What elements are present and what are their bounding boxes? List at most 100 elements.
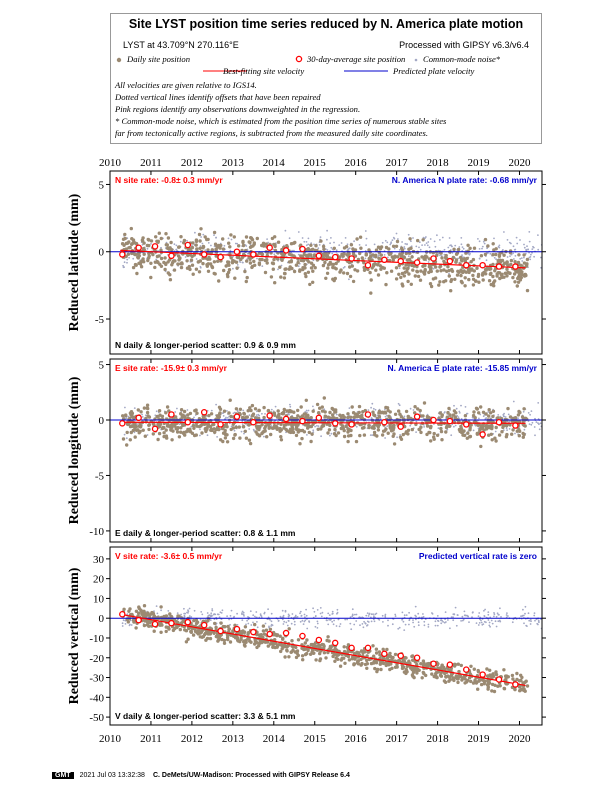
common-mode-point	[367, 615, 370, 617]
daily-point	[285, 645, 289, 649]
common-mode-point	[155, 410, 158, 413]
daily-point	[346, 415, 350, 420]
common-mode-point	[208, 614, 211, 617]
daily-point	[318, 651, 322, 656]
daily-point	[443, 671, 447, 676]
daily-point	[341, 426, 345, 430]
avg30-point	[364, 411, 372, 418]
legend-avg30-marker	[295, 55, 303, 63]
daily-point	[463, 276, 467, 280]
common-mode-point	[418, 241, 421, 244]
common-mode-point	[241, 610, 244, 613]
daily-point	[209, 412, 214, 416]
daily-point	[321, 423, 325, 427]
daily-point	[268, 627, 273, 631]
daily-point	[267, 426, 271, 430]
daily-point	[198, 631, 202, 635]
daily-point	[410, 255, 414, 259]
daily-point	[342, 246, 347, 250]
daily-point	[493, 436, 497, 440]
daily-point	[141, 246, 146, 251]
daily-point	[425, 424, 430, 428]
daily-point	[258, 639, 263, 644]
daily-point	[371, 410, 375, 414]
common-mode-point	[483, 609, 485, 612]
avg30-point	[446, 417, 454, 425]
daily-point	[282, 645, 286, 649]
common-mode-point	[478, 622, 481, 624]
common-mode-point	[332, 623, 335, 626]
daily-point	[407, 257, 412, 262]
daily-point	[359, 663, 363, 667]
daily-point	[428, 426, 433, 430]
daily-point	[410, 667, 414, 672]
daily-point	[479, 254, 484, 258]
daily-point	[166, 260, 170, 264]
daily-point	[183, 415, 187, 419]
daily-point	[222, 409, 227, 413]
common-mode-point	[234, 242, 237, 245]
daily-point	[427, 257, 432, 261]
common-mode-point	[524, 612, 526, 615]
common-mode-point	[312, 607, 314, 610]
daily-point	[516, 260, 521, 265]
daily-point	[439, 426, 443, 431]
y-tick-label: -30	[89, 673, 104, 685]
common-mode-point	[348, 407, 351, 409]
avg30-point	[397, 652, 404, 660]
common-mode-point	[230, 425, 233, 428]
daily-point	[459, 279, 464, 284]
daily-point	[149, 261, 153, 265]
daily-point	[271, 267, 275, 271]
daily-point	[201, 246, 205, 250]
daily-point	[333, 647, 337, 651]
common-mode-point	[128, 624, 131, 627]
daily-point	[261, 241, 266, 245]
common-mode-point	[211, 608, 214, 610]
daily-point	[396, 255, 400, 259]
common-mode-point	[489, 252, 492, 255]
common-mode-point	[478, 248, 481, 250]
common-mode-point	[321, 611, 324, 614]
daily-point	[493, 279, 497, 283]
daily-point	[475, 431, 479, 436]
common-mode-point	[464, 406, 467, 408]
daily-point	[195, 411, 199, 415]
common-mode-point	[387, 624, 389, 627]
daily-point	[299, 405, 303, 409]
common-mode-point	[537, 422, 539, 424]
common-mode-point	[305, 614, 308, 617]
common-mode-point	[516, 242, 519, 245]
avg30-point	[446, 661, 454, 668]
daily-point	[246, 632, 250, 637]
common-mode-point	[444, 611, 447, 613]
common-mode-point	[406, 243, 408, 245]
daily-point	[335, 416, 339, 421]
daily-point	[189, 258, 194, 262]
daily-point	[419, 430, 423, 435]
common-mode-point	[453, 425, 455, 428]
common-mode-point	[313, 243, 315, 246]
daily-point	[253, 639, 257, 643]
common-mode-point	[297, 265, 300, 268]
common-mode-point	[263, 611, 266, 614]
daily-point	[515, 671, 519, 676]
common-mode-point	[365, 237, 368, 240]
avg30-point	[315, 636, 323, 644]
common-mode-point	[249, 610, 252, 613]
daily-point	[519, 275, 523, 280]
daily-point	[179, 426, 183, 430]
daily-point	[207, 255, 211, 259]
avg30-point	[200, 251, 208, 258]
common-mode-point	[241, 420, 244, 422]
common-mode-point	[222, 415, 225, 417]
common-mode-point	[391, 239, 394, 242]
daily-point	[152, 629, 156, 633]
daily-point	[377, 423, 382, 427]
daily-point	[353, 254, 358, 258]
daily-point	[485, 674, 490, 678]
common-mode-point	[307, 243, 310, 246]
common-mode-point	[499, 620, 502, 623]
avg30-point	[430, 416, 437, 424]
common-mode-point	[460, 243, 463, 246]
